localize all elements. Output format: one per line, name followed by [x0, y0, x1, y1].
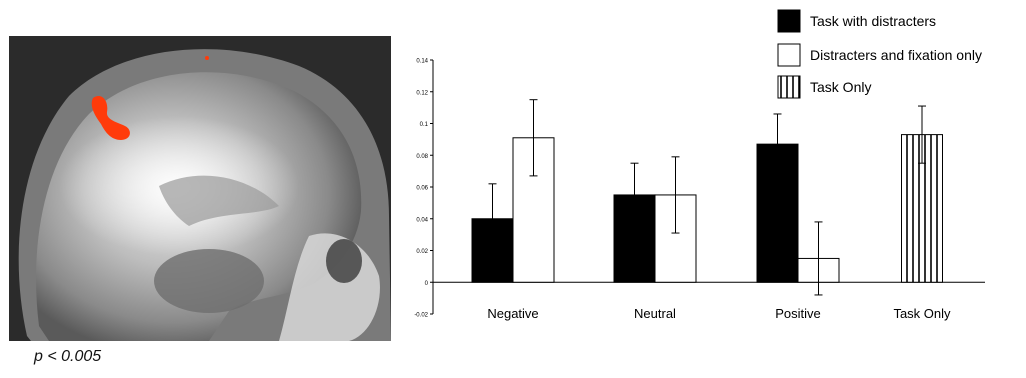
ventricle-fold — [159, 175, 279, 226]
cerebellum-region — [154, 249, 264, 313]
activation-cluster — [91, 95, 130, 140]
legend-swatch — [777, 43, 801, 67]
legend-swatch — [777, 75, 801, 99]
y-tick-label: 0.06 — [416, 186, 428, 192]
significance-label: p < 0.005 — [34, 348, 102, 365]
y-tick-label: 0.02 — [416, 249, 428, 255]
x-axis-labels: Negative Neutral Positive Task Only — [487, 306, 951, 321]
x-tick-label: Neutral — [634, 306, 676, 321]
eye-orbit — [326, 239, 362, 283]
legend: Task with distracters Distracters and fix… — [777, 9, 982, 99]
y-tick-label: 0.12 — [416, 90, 428, 96]
y-tick-label: 0 — [425, 281, 429, 287]
x-tick-label: Task Only — [893, 306, 951, 321]
bar-chart: -0.02 0 0.02 0.04 0.06 0.08 0.1 0.12 0.14 Negati… — [414, 9, 985, 321]
error-bars — [488, 99, 926, 296]
y-tick-label: -0.02 — [414, 313, 428, 319]
y-tick-label: 0.1 — [420, 122, 429, 128]
legend-label: Task with distracters — [810, 13, 936, 29]
y-tick-label: 0.04 — [416, 217, 428, 223]
legend-label: Task Only — [810, 79, 871, 95]
y-tick-label: 0.08 — [416, 154, 428, 160]
x-tick-label: Positive — [775, 306, 821, 321]
x-tick-label: Negative — [487, 306, 538, 321]
legend-label: Distracters and fixation only — [810, 47, 982, 63]
y-tick-label: 0.14 — [416, 59, 428, 65]
bars — [471, 134, 943, 283]
legend-swatch — [777, 9, 801, 33]
activation-spot-small — [205, 56, 209, 60]
brain-sagittal-image — [9, 36, 391, 341]
